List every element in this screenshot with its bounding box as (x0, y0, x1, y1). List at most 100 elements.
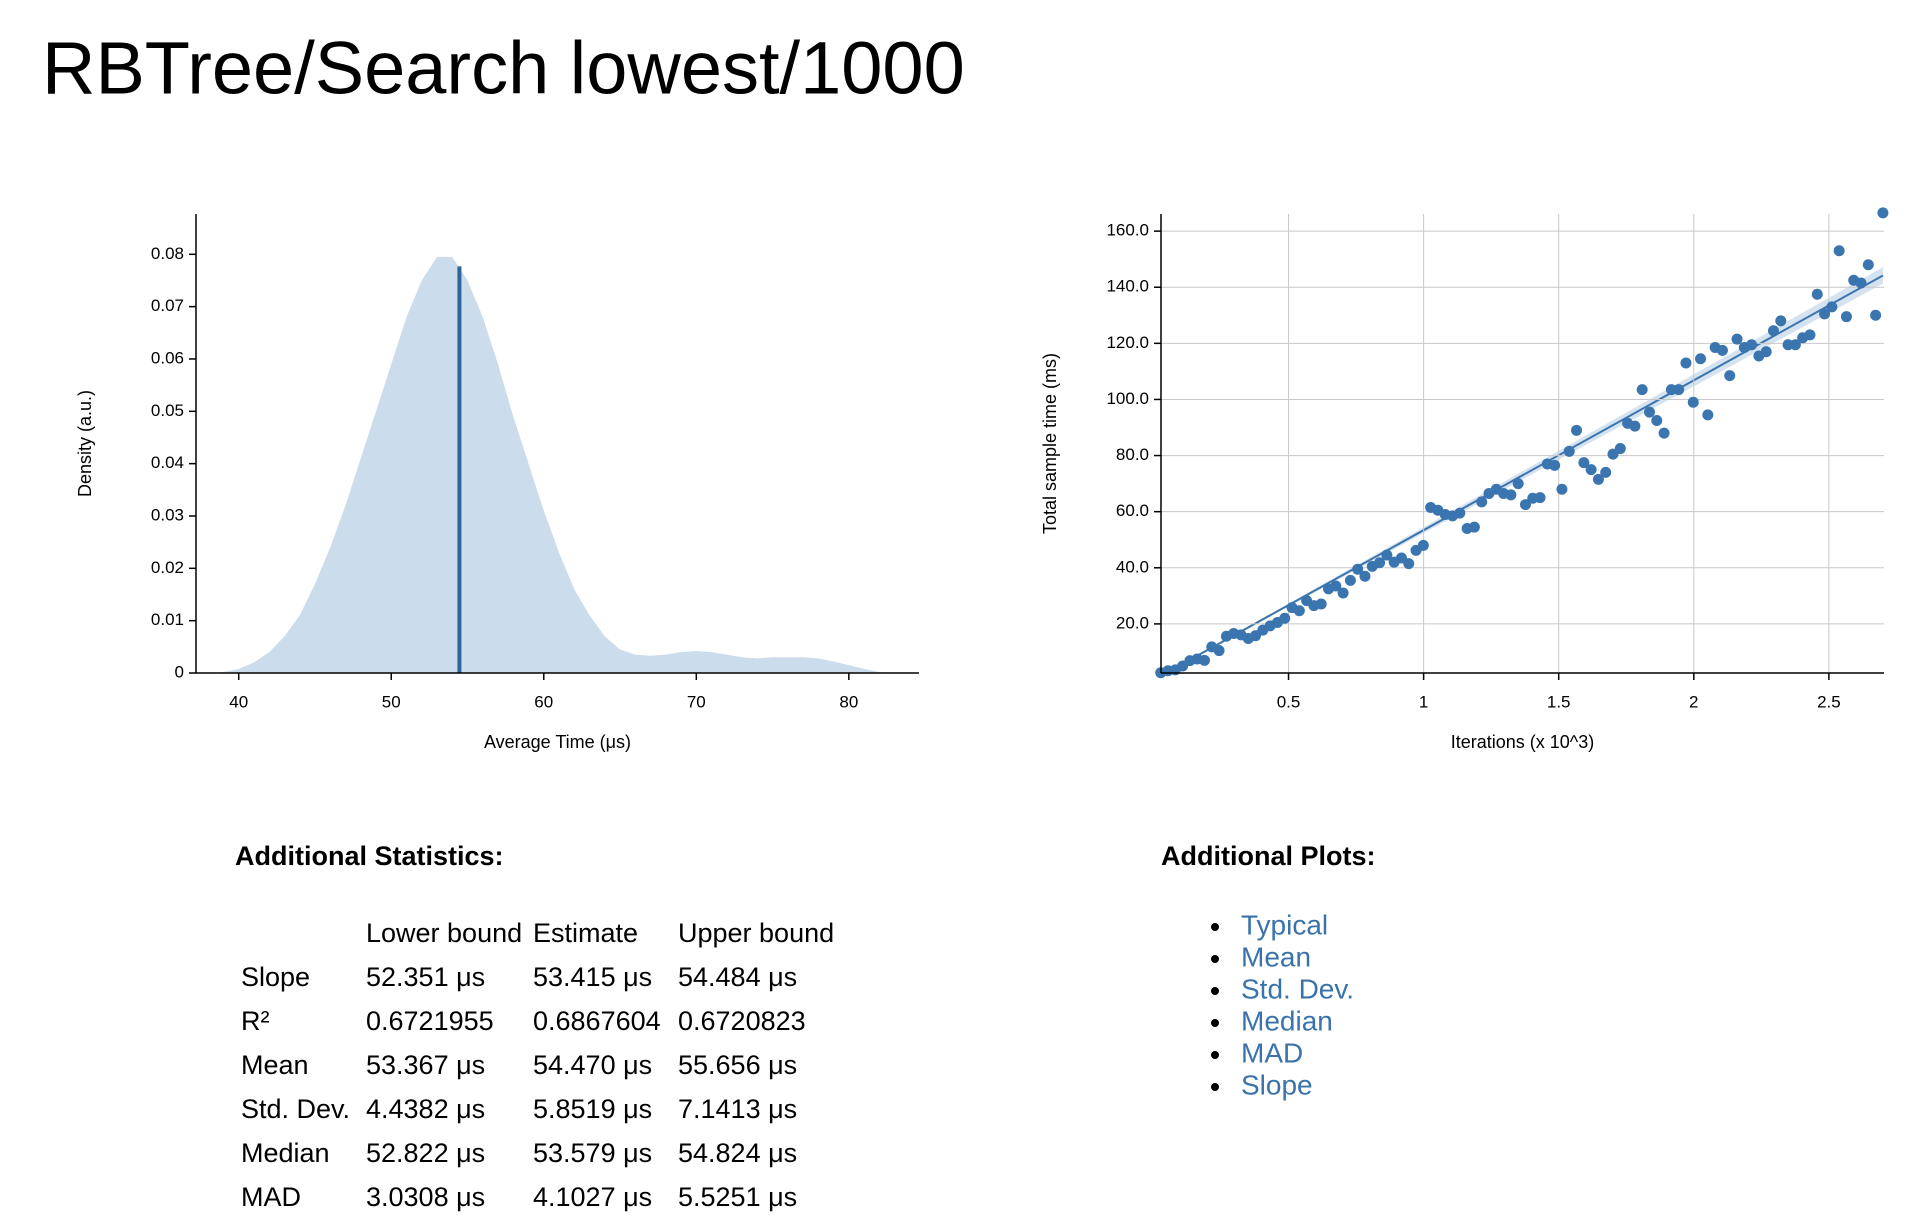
sample-point (1337, 587, 1349, 599)
sample-point (1381, 549, 1393, 561)
y-axis-label: Total sample time (ms) (1040, 353, 1060, 534)
y-tick-label: 0.01 (151, 610, 184, 629)
sample-point (1731, 333, 1743, 345)
column-header: Upper bound (678, 918, 834, 948)
sample-point (1213, 645, 1225, 657)
sample-point (1811, 288, 1823, 300)
sample-point (1505, 489, 1517, 501)
sample-point (1680, 357, 1692, 369)
plot-link[interactable]: Median (1241, 1005, 1333, 1036)
sample-point (1417, 539, 1429, 551)
confidence-band (1165, 267, 1883, 673)
y-tick-label: 80.0 (1116, 445, 1149, 464)
sample-point (1468, 521, 1480, 533)
y-tick-label: 120.0 (1106, 333, 1149, 352)
sample-point (1614, 443, 1626, 455)
sample-point (1716, 344, 1728, 356)
sample-point (1556, 483, 1568, 495)
sample-point (1651, 414, 1663, 426)
stat-value: 0.6720823 (678, 1006, 806, 1036)
y-tick-label: 0.02 (151, 558, 184, 577)
sample-point (1563, 445, 1575, 457)
sample-point (1476, 496, 1488, 508)
sample-point (1512, 478, 1524, 490)
sample-point (1695, 353, 1707, 365)
x-axis-label: Iterations (x 10^3) (1451, 732, 1595, 752)
sample-point (1352, 563, 1364, 575)
bullet (1211, 955, 1219, 963)
sample-point (1330, 580, 1342, 592)
sample-point (1746, 339, 1758, 351)
x-tick-label: 0.5 (1277, 692, 1301, 711)
sample-point (1198, 654, 1210, 666)
plot-link[interactable]: Slope (1241, 1069, 1313, 1100)
plot-area (208, 256, 895, 673)
bullet (1211, 923, 1219, 931)
sample-point (1819, 308, 1831, 320)
y-tick-label: 0.03 (151, 505, 184, 524)
stat-value: 7.1413 μs (678, 1094, 797, 1124)
plot-link[interactable]: Typical (1241, 909, 1328, 940)
sample-point (1702, 409, 1714, 421)
stat-value: 3.0308 μs (366, 1182, 485, 1212)
stat-value: 53.367 μs (366, 1050, 485, 1080)
stat-value: 54.824 μs (678, 1138, 797, 1168)
sample-point (1724, 370, 1736, 382)
density-area (208, 256, 895, 673)
stat-value: 52.822 μs (366, 1138, 485, 1168)
stat-value: 0.6867604 (533, 1006, 661, 1036)
sample-point (1826, 301, 1838, 313)
y-tick-label: 20.0 (1116, 613, 1149, 632)
sample-point (1585, 464, 1597, 476)
sample-point (1374, 557, 1386, 569)
stat-value: 0.6721955 (366, 1006, 494, 1036)
sample-point (1643, 406, 1655, 418)
sample-point (1862, 259, 1874, 271)
y-tick-label: 0.04 (151, 453, 184, 472)
sample-point (1519, 499, 1531, 511)
sample-point (1789, 339, 1801, 351)
y-tick-label: 160.0 (1106, 221, 1149, 240)
sample-point (1315, 598, 1327, 610)
sample-point (1760, 346, 1772, 358)
sample-point (1578, 457, 1590, 469)
bullet (1211, 1019, 1219, 1027)
sample-point (1534, 492, 1546, 504)
sample-point (1344, 574, 1356, 586)
stat-value: 54.484 μs (678, 962, 797, 992)
stat-value: 5.8519 μs (533, 1094, 652, 1124)
plot-link[interactable]: Std. Dev. (1241, 973, 1354, 1004)
row-label: Slope (241, 962, 310, 992)
sample-point (1775, 315, 1787, 327)
plot-link[interactable]: MAD (1241, 1037, 1303, 1068)
x-tick-label: 2 (1689, 692, 1698, 711)
sample-point (1840, 311, 1852, 323)
x-axis-label: Average Time (μs) (484, 732, 631, 752)
sample-point (1629, 420, 1641, 432)
stat-value: 55.656 μs (678, 1050, 797, 1080)
sample-point (1767, 325, 1779, 337)
row-label: R² (241, 1006, 270, 1036)
sample-point (1877, 207, 1889, 219)
sample-point (1833, 245, 1845, 257)
sample-point (1359, 570, 1371, 582)
stat-value: 53.415 μs (533, 962, 652, 992)
y-tick-label: 0 (175, 662, 184, 681)
x-tick-label: 80 (839, 692, 858, 711)
sample-point (1571, 424, 1583, 436)
sample-point (1403, 558, 1415, 570)
x-tick-label: 2.5 (1817, 692, 1841, 711)
column-header: Lower bound (366, 918, 522, 948)
x-tick-label: 40 (229, 692, 248, 711)
plot-link[interactable]: Mean (1241, 941, 1311, 972)
y-tick-label: 40.0 (1116, 557, 1149, 576)
x-tick-label: 70 (687, 692, 706, 711)
sample-point (1549, 459, 1561, 471)
row-label: Std. Dev. (241, 1094, 350, 1124)
sample-point (1592, 473, 1604, 485)
bullet (1211, 1083, 1219, 1091)
x-tick-label: 1 (1419, 692, 1428, 711)
y-tick-label: 140.0 (1106, 277, 1149, 296)
y-tick-label: 0.05 (151, 401, 184, 420)
